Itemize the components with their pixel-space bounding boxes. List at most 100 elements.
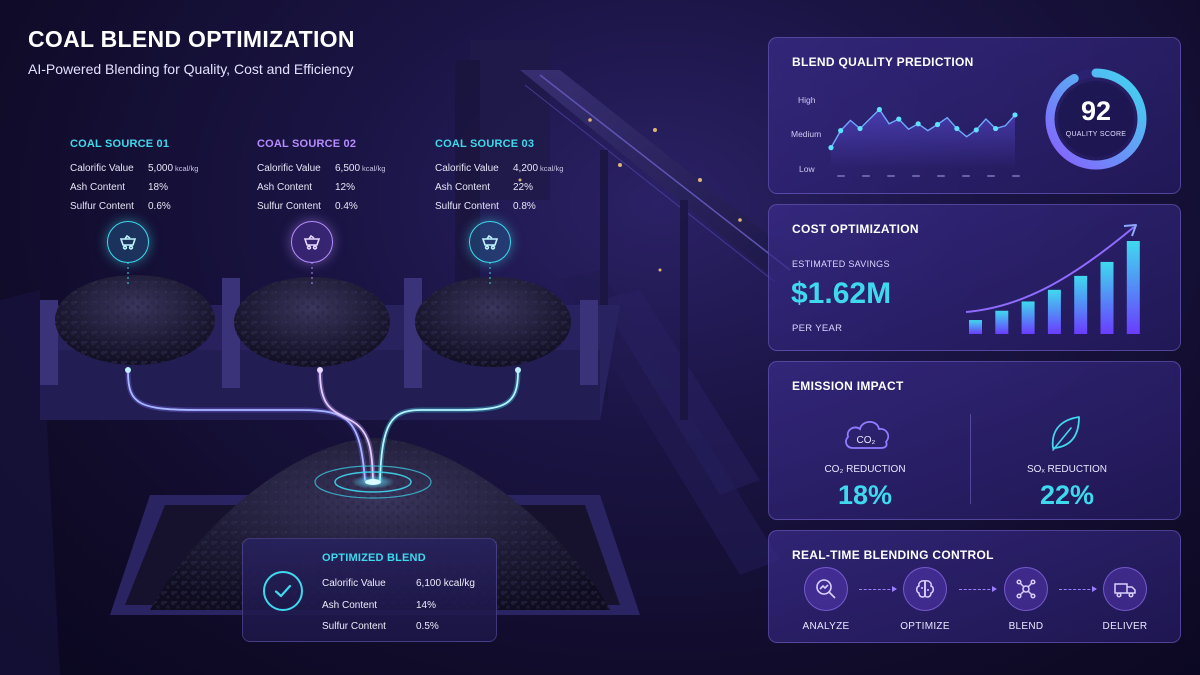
truck-icon xyxy=(1103,567,1147,611)
row-unit: kcal/kg xyxy=(540,164,564,173)
source-row: Ash Content 18% xyxy=(70,178,240,197)
check-circle-icon xyxy=(263,571,303,611)
step-analyze[interactable]: ANALYZE xyxy=(791,567,861,632)
mine-cart-icon[interactable] xyxy=(291,221,333,263)
step-label: ANALYZE xyxy=(802,621,850,632)
step-label: BLEND xyxy=(1008,621,1044,632)
row-value: 22% xyxy=(513,182,534,193)
x-tick-mark xyxy=(837,175,845,177)
savings-bar xyxy=(969,320,982,334)
row-value: 18% xyxy=(148,182,169,193)
step-deliver[interactable]: DELIVER xyxy=(1090,567,1160,632)
co2-icon-text: CO₂ xyxy=(857,435,876,446)
mine-cart-icon[interactable] xyxy=(469,221,511,263)
row-label: Calorific Value xyxy=(322,578,386,590)
coal-pile-source-03 xyxy=(415,277,571,367)
row-label: Calorific Value xyxy=(257,163,321,174)
quality-point xyxy=(954,125,960,132)
coal-source-title: COAL SOURCE 03 xyxy=(435,138,535,150)
savings-bar xyxy=(1047,289,1061,334)
row-label: Sulfur Content xyxy=(322,621,386,633)
y-axis-label: High xyxy=(798,95,816,105)
flow-arrow xyxy=(959,586,997,592)
row-unit: kcal/kg xyxy=(175,164,199,173)
source-row: Calorific Value 4,200 kcal/kg xyxy=(435,159,605,178)
quality-point xyxy=(915,121,921,127)
row-label: Calorific Value xyxy=(435,163,499,174)
source-row: Ash Content 22% xyxy=(435,178,605,197)
score-arc xyxy=(1045,68,1147,170)
savings-bar xyxy=(1100,261,1114,334)
row-value: 6,500 xyxy=(335,163,361,174)
divider xyxy=(970,414,971,504)
row-value: 0.8% xyxy=(513,201,536,212)
step-blend[interactable]: BLEND xyxy=(991,567,1061,632)
source-row: Sulfur Content 0.4% xyxy=(257,197,427,216)
mine-cart-icon[interactable] xyxy=(107,221,149,263)
y-axis-label: Medium xyxy=(791,129,822,139)
row-value: 6,100 kcal/kg xyxy=(416,578,475,590)
cost-optimization-panel: COST OPTIMIZATION ESTIMATED SAVINGS $1.6… xyxy=(768,204,1181,351)
quality-point xyxy=(1012,112,1018,118)
row-label: Ash Content xyxy=(70,182,126,193)
x-tick-mark xyxy=(912,175,920,177)
row-value: 0.6% xyxy=(148,201,171,212)
quality-point xyxy=(973,127,979,133)
step-optimize[interactable]: OPTIMIZE xyxy=(890,567,960,632)
savings-bar-chart xyxy=(965,224,1140,334)
trend-arrow-head xyxy=(1123,224,1137,237)
blend-quality-panel: BLEND QUALITY PREDICTION High Medium Low… xyxy=(768,37,1181,194)
row-unit: kcal/kg xyxy=(362,164,386,173)
leaf-icon xyxy=(1051,416,1080,451)
x-tick-mark xyxy=(887,175,895,177)
coal-source-02: COAL SOURCE 02 Calorific Value 6,500 kcal/… xyxy=(257,138,427,216)
coal-source-03: COAL SOURCE 03 Calorific Value 4,200 kcal/… xyxy=(435,138,605,216)
x-tick-mark xyxy=(987,175,995,177)
source-row: Ash Content 12% xyxy=(257,178,427,197)
sox-reduction-label: SOₓ REDUCTION xyxy=(1027,464,1107,475)
optimized-blend-title: OPTIMIZED BLEND xyxy=(322,552,426,564)
page-subtitle: AI-Powered Blending for Quality, Cost an… xyxy=(28,61,354,77)
sox-reduction-value: 22% xyxy=(1039,480,1095,510)
quality-score-value: 92 xyxy=(1080,96,1112,126)
panel-title: REAL-TIME BLENDING CONTROL xyxy=(792,548,994,562)
row-value: 14% xyxy=(416,599,437,611)
quality-point xyxy=(896,116,902,122)
quality-score-label: QUALITY SCORE xyxy=(1065,131,1127,138)
row-value: 4,200 xyxy=(513,163,539,174)
row-label: Calorific Value xyxy=(70,163,134,174)
coal-pile-source-01 xyxy=(55,275,215,365)
row-value: 0.5% xyxy=(416,621,439,633)
quality-point xyxy=(993,125,999,132)
coal-source-01: COAL SOURCE 01 Calorific Value 5,000 kcal/… xyxy=(70,138,240,216)
emission-impact-panel: EMISSION IMPACT CO₂ CO₂ REDUCTION 18% SO… xyxy=(768,361,1181,520)
step-label: DELIVER xyxy=(1102,621,1148,632)
optimized-blend-card: OPTIMIZED BLEND Calorific Value 6,100 kca… xyxy=(242,538,497,642)
blend-flow-lines xyxy=(125,367,521,483)
x-tick-mark xyxy=(937,175,945,177)
savings-period: PER YEAR xyxy=(792,323,843,334)
row-label: Ash Content xyxy=(435,182,491,193)
quality-point xyxy=(828,145,834,151)
coal-source-title: COAL SOURCE 01 xyxy=(70,138,170,150)
panel-title: BLEND QUALITY PREDICTION xyxy=(792,55,974,69)
quality-score-gauge xyxy=(1045,68,1147,170)
row-label: Ash Content xyxy=(322,599,378,611)
source-row: Sulfur Content 0.6% xyxy=(70,197,240,216)
quality-point xyxy=(857,125,863,132)
optimized-row: Ash Content 14% xyxy=(322,595,475,617)
savings-bar xyxy=(995,310,1009,334)
x-tick-mark xyxy=(862,175,870,177)
x-tick-mark xyxy=(1012,175,1020,177)
row-label: Ash Content xyxy=(257,182,313,193)
coal-pile-source-02 xyxy=(234,277,390,367)
source-row: Calorific Value 5,000 kcal/kg xyxy=(70,159,240,178)
row-label: Sulfur Content xyxy=(70,201,134,212)
step-label: OPTIMIZE xyxy=(900,621,950,632)
row-value: 5,000 xyxy=(148,163,174,174)
row-value: 0.4% xyxy=(335,201,358,212)
conveyor-structure xyxy=(0,40,800,675)
quality-point xyxy=(876,106,883,113)
row-label: Sulfur Content xyxy=(257,201,321,212)
